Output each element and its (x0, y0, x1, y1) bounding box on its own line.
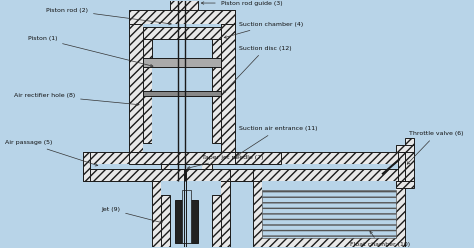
Bar (398, 153, 405, 181)
Text: Piston rod (2): Piston rod (2) (46, 8, 171, 25)
Bar (129, 10, 143, 153)
Text: Air rectifier hole (8): Air rectifier hole (8) (14, 93, 139, 106)
Text: Air passage (5): Air passage (5) (5, 140, 98, 166)
Bar (262, 190, 395, 238)
Bar (395, 181, 414, 188)
Text: Suction disc (12): Suction disc (12) (223, 46, 292, 93)
Bar (211, 195, 221, 247)
Bar (83, 164, 405, 169)
Bar (395, 145, 414, 153)
Bar (83, 153, 405, 164)
Text: Throttle valve (6): Throttle valve (6) (407, 131, 464, 164)
Bar (253, 181, 405, 247)
Bar (405, 138, 414, 181)
Bar (175, 200, 198, 243)
Text: Suction chamber (4): Suction chamber (4) (224, 22, 303, 38)
Bar (170, 164, 202, 169)
Text: Taper jet needle (7): Taper jet needle (7) (187, 155, 264, 169)
Bar (161, 164, 211, 169)
Bar (129, 10, 235, 24)
Bar (143, 91, 221, 95)
Bar (83, 169, 405, 181)
Bar (143, 27, 221, 39)
Bar (235, 153, 281, 164)
Bar (170, 0, 198, 10)
Bar (143, 24, 221, 153)
Text: Suction air entrance (11): Suction air entrance (11) (237, 126, 318, 155)
Bar (161, 181, 221, 247)
Bar (83, 153, 90, 181)
Bar (221, 10, 235, 153)
Text: Piston rod guide (3): Piston rod guide (3) (201, 0, 283, 5)
Bar (143, 58, 221, 67)
Bar (182, 190, 191, 243)
Bar (152, 67, 211, 153)
Bar (152, 181, 230, 247)
Text: Piston (1): Piston (1) (27, 36, 153, 67)
Text: Jet (9): Jet (9) (101, 207, 162, 223)
Bar (230, 169, 253, 181)
Bar (262, 181, 395, 238)
Bar (161, 195, 170, 247)
Bar (211, 39, 221, 143)
Bar (129, 153, 235, 164)
Bar (143, 39, 152, 143)
Text: Float chamber (10): Float chamber (10) (349, 231, 410, 248)
